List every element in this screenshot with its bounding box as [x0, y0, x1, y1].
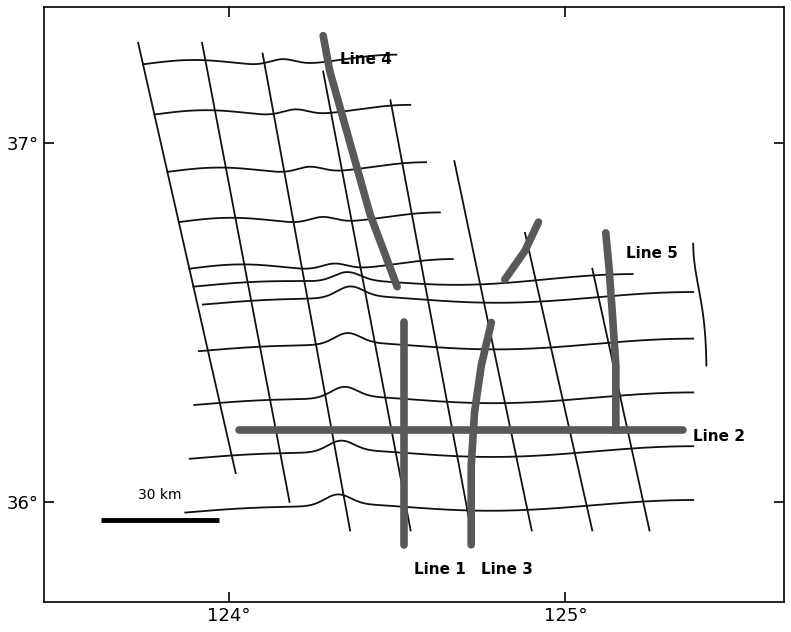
Text: Line 2: Line 2	[693, 429, 745, 444]
Text: Line 4: Line 4	[340, 52, 392, 68]
Text: Line 3: Line 3	[481, 561, 533, 576]
Text: Line 5: Line 5	[626, 246, 678, 261]
Text: 30 km: 30 km	[138, 488, 182, 502]
Text: Line 1: Line 1	[414, 561, 466, 576]
